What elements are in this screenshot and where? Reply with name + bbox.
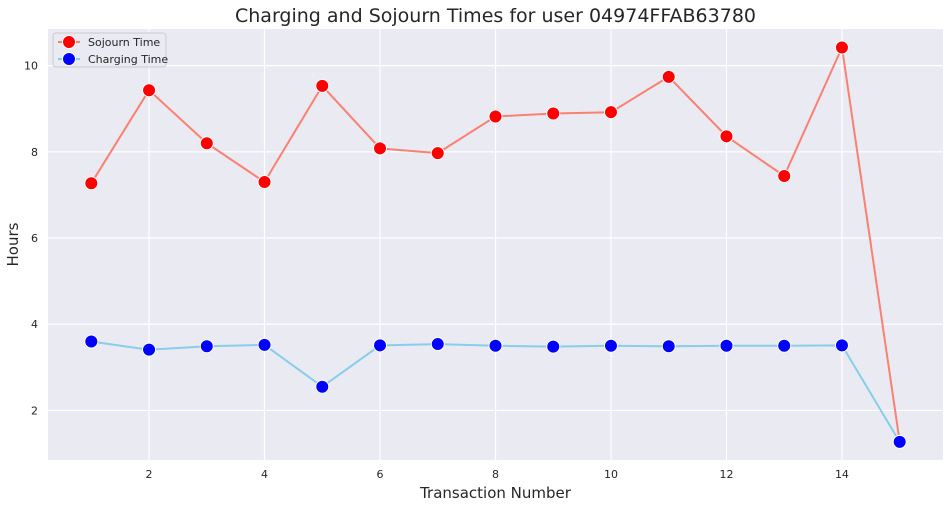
data-point bbox=[892, 434, 907, 449]
chart-title: Charging and Sojourn Times for user 0497… bbox=[235, 5, 756, 27]
legend-box bbox=[52, 32, 167, 68]
data-point bbox=[546, 339, 561, 354]
legend-marker bbox=[62, 52, 76, 66]
legend-marker bbox=[62, 35, 76, 49]
y-tick-label: 8 bbox=[31, 146, 38, 159]
tick-labels: 2 4 6 8 10 12 14 2 4 6 8 10 bbox=[24, 60, 849, 481]
y-tick-label: 6 bbox=[31, 232, 38, 245]
series-charging-time bbox=[84, 334, 907, 449]
data-point bbox=[373, 141, 388, 156]
data-point bbox=[834, 338, 849, 353]
data-point bbox=[661, 69, 676, 84]
y-tick-label: 10 bbox=[24, 60, 38, 73]
data-point bbox=[719, 129, 734, 144]
legend-item: Sojourn Time bbox=[58, 35, 160, 49]
data-point bbox=[142, 83, 157, 98]
x-tick-label: 10 bbox=[604, 468, 618, 481]
data-point bbox=[257, 337, 272, 352]
x-tick-label: 4 bbox=[261, 468, 268, 481]
y-tick-label: 4 bbox=[31, 318, 38, 331]
data-point bbox=[257, 175, 272, 190]
x-tick-label: 14 bbox=[835, 468, 849, 481]
data-point bbox=[430, 146, 445, 161]
x-tick-label: 6 bbox=[377, 468, 384, 481]
x-tick-label: 12 bbox=[719, 468, 733, 481]
data-point bbox=[834, 40, 849, 55]
data-point bbox=[430, 337, 445, 352]
data-point bbox=[199, 339, 214, 354]
data-point bbox=[488, 109, 503, 124]
data-point bbox=[315, 78, 330, 93]
x-tick-label: 8 bbox=[492, 468, 499, 481]
data-point bbox=[719, 338, 734, 353]
data-point bbox=[373, 338, 388, 353]
gridlines bbox=[48, 29, 943, 460]
series-layer bbox=[84, 40, 907, 449]
data-point bbox=[777, 338, 792, 353]
data-point bbox=[199, 136, 214, 151]
data-point bbox=[488, 338, 503, 353]
legend: Sojourn Time Charging Time bbox=[52, 32, 168, 68]
x-tick-label: 2 bbox=[146, 468, 153, 481]
data-point bbox=[546, 106, 561, 121]
data-point bbox=[661, 339, 676, 354]
legend-label: Charging Time bbox=[88, 53, 168, 66]
data-point bbox=[142, 342, 157, 357]
legend-item: Charging Time bbox=[58, 52, 168, 66]
data-point bbox=[603, 338, 618, 353]
data-point bbox=[603, 105, 618, 120]
y-axis-label: Hours bbox=[4, 222, 22, 266]
y-tick-label: 2 bbox=[31, 404, 38, 417]
legend-label: Sojourn Time bbox=[88, 36, 160, 49]
x-axis-label: Transaction Number bbox=[419, 484, 572, 502]
data-point bbox=[84, 176, 99, 191]
data-point bbox=[777, 168, 792, 183]
data-point bbox=[84, 334, 99, 349]
data-point bbox=[315, 379, 330, 394]
series-sojourn-time bbox=[84, 40, 907, 449]
